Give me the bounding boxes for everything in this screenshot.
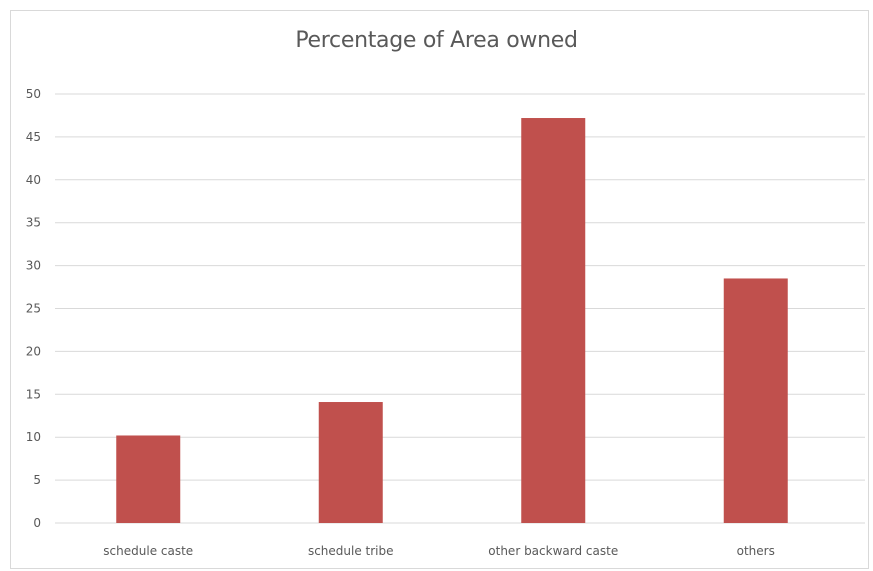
y-tick-label: 5 bbox=[33, 473, 41, 487]
bar bbox=[521, 118, 586, 524]
bar bbox=[318, 402, 383, 523]
y-tick-label: 35 bbox=[26, 216, 41, 230]
y-tick-label: 10 bbox=[26, 430, 41, 444]
x-tick-label: schedule tribe bbox=[308, 544, 394, 558]
bar bbox=[116, 435, 181, 523]
y-tick-label: 30 bbox=[26, 259, 41, 273]
x-tick-label: schedule caste bbox=[103, 544, 193, 558]
y-tick-label: 40 bbox=[26, 173, 41, 187]
y-tick-label: 25 bbox=[26, 302, 41, 316]
x-tick-label: others bbox=[737, 544, 775, 558]
bar bbox=[723, 278, 788, 523]
y-tick-label: 20 bbox=[26, 344, 41, 358]
y-tick-label: 50 bbox=[26, 87, 41, 101]
y-tick-label: 15 bbox=[26, 387, 41, 401]
y-tick-label: 0 bbox=[33, 516, 41, 530]
y-tick-label: 45 bbox=[26, 130, 41, 144]
x-tick-label: other backward caste bbox=[488, 544, 618, 558]
chart-title: Percentage of Area owned bbox=[295, 28, 578, 53]
